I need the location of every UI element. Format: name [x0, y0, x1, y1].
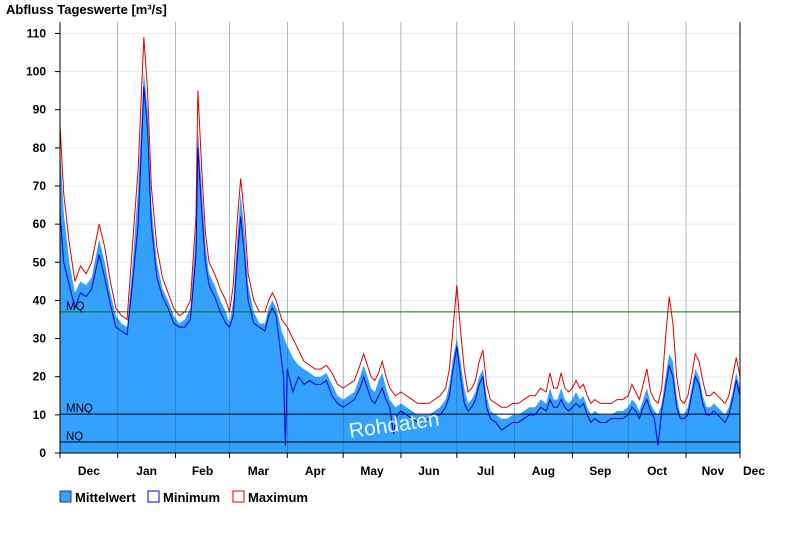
x-tick-label-jan: Jan: [136, 464, 157, 478]
y-tick-label-20: 20: [33, 370, 47, 384]
x-tick-label-dec: Dec: [78, 464, 100, 478]
legend-label-maximum: Maximum: [248, 490, 308, 505]
x-tick-label-mar: Mar: [248, 464, 270, 478]
series-mittelwert-area: [60, 71, 740, 453]
legend: Mittelwert Minimum Maximum: [59, 490, 308, 505]
y-tick-label-100: 100: [26, 65, 46, 79]
x-tick-label-nov: Nov: [702, 464, 725, 478]
x-tick-label-sep: Sep: [589, 464, 611, 478]
legend-swatch-maximum: [232, 490, 245, 503]
y-tick-label-50: 50: [33, 255, 47, 269]
y-tick-label-70: 70: [33, 179, 47, 193]
y-tick-label-60: 60: [33, 217, 47, 231]
legend-label-mittelwert: Mittelwert: [75, 490, 136, 505]
y-tick-label-0: 0: [39, 446, 46, 460]
x-tick-label-jun: Jun: [418, 464, 439, 478]
x-tick-label-jul: Jul: [477, 464, 494, 478]
y-tick-label-40: 40: [33, 293, 47, 307]
y-tick-label-30: 30: [33, 332, 47, 346]
y-tick-label-90: 90: [33, 103, 47, 117]
ref-label-nq: NQ: [66, 431, 83, 443]
x-tick-label-feb: Feb: [192, 464, 213, 478]
chart-title: Abfluss Tageswerte [m³/s]: [6, 2, 167, 17]
x-tick-label-aug: Aug: [532, 464, 555, 478]
series-minimum-line: [59, 86, 741, 446]
legend-swatch-minimum: [147, 490, 160, 503]
y-tick-label-10: 10: [33, 408, 47, 422]
x-tick-label-apr: Apr: [305, 464, 326, 478]
x-tick-label-dec: Dec: [743, 464, 765, 478]
legend-label-minimum: Minimum: [163, 490, 220, 505]
y-tick-label-110: 110: [27, 26, 47, 40]
y-tick-label-80: 80: [33, 141, 47, 155]
series-maximum-line: [59, 37, 741, 408]
x-tick-label-oct: Oct: [647, 464, 667, 478]
x-tick-label-may: May: [360, 464, 384, 478]
legend-swatch-mittelwert: [59, 490, 72, 503]
ref-label-mnq: MNQ: [66, 403, 93, 415]
